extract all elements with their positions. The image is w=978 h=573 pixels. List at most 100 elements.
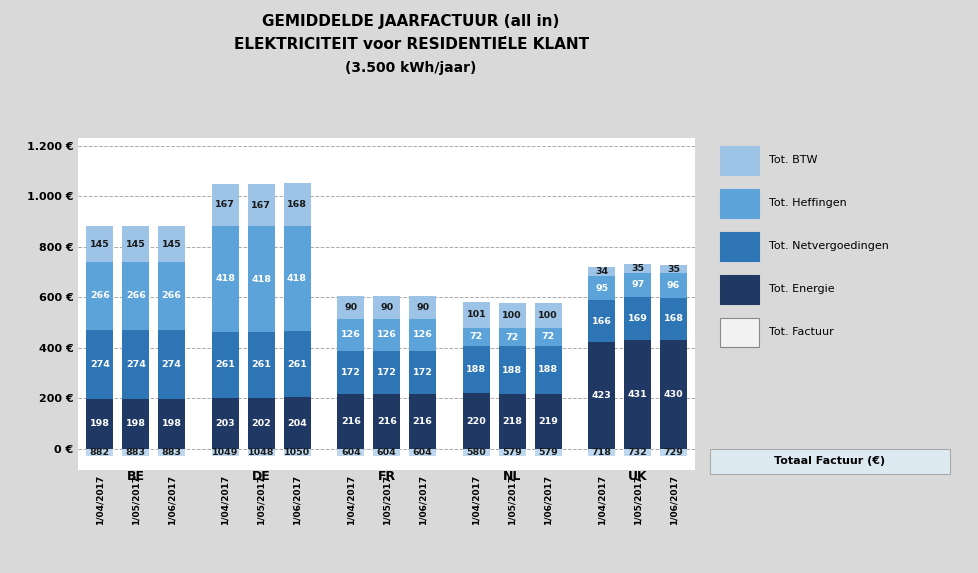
- Text: 604: 604: [413, 448, 432, 457]
- Text: 166: 166: [592, 316, 611, 325]
- Bar: [463, 346, 489, 393]
- Text: 266: 266: [125, 292, 146, 300]
- Text: DE: DE: [251, 470, 270, 482]
- Text: 35: 35: [631, 264, 644, 273]
- Bar: [86, 399, 113, 449]
- Text: 188: 188: [538, 365, 557, 374]
- Bar: [588, 276, 615, 300]
- Text: 216: 216: [377, 417, 396, 426]
- Text: 168: 168: [287, 200, 307, 209]
- Bar: [247, 184, 275, 226]
- Text: 72: 72: [469, 332, 482, 341]
- Bar: [659, 298, 687, 340]
- Bar: [534, 328, 561, 346]
- Text: 216: 216: [340, 417, 361, 426]
- Bar: [463, 449, 489, 456]
- Bar: [588, 449, 615, 456]
- Text: 261: 261: [287, 360, 307, 369]
- Text: 1049: 1049: [212, 448, 239, 457]
- Bar: [373, 319, 400, 351]
- Bar: [284, 449, 310, 456]
- Text: 100: 100: [538, 311, 557, 320]
- Text: 266: 266: [161, 292, 181, 300]
- Text: 198: 198: [125, 419, 146, 429]
- Text: 95: 95: [595, 284, 607, 293]
- Text: 167: 167: [251, 201, 271, 210]
- Bar: [122, 226, 149, 262]
- Text: 418: 418: [251, 274, 271, 284]
- Text: NL: NL: [503, 470, 521, 482]
- Text: 145: 145: [126, 240, 146, 249]
- Text: BE: BE: [126, 470, 145, 482]
- Bar: [211, 226, 239, 332]
- Bar: [373, 351, 400, 394]
- Text: 882: 882: [90, 448, 110, 457]
- Text: 579: 579: [538, 448, 557, 457]
- Bar: [211, 184, 239, 226]
- Text: Totaal Factuur (€): Totaal Factuur (€): [773, 456, 884, 466]
- Text: 90: 90: [379, 303, 393, 312]
- Text: 274: 274: [125, 360, 146, 368]
- Bar: [463, 393, 489, 449]
- Bar: [624, 449, 650, 456]
- Bar: [534, 394, 561, 449]
- Text: 579: 579: [502, 448, 521, 457]
- Text: Tot. Heffingen: Tot. Heffingen: [768, 198, 845, 209]
- Bar: [659, 449, 687, 456]
- Bar: [211, 398, 239, 449]
- Bar: [588, 268, 615, 276]
- Bar: [247, 449, 275, 456]
- Bar: [86, 262, 113, 329]
- Text: 198: 198: [90, 419, 110, 429]
- Text: 172: 172: [412, 368, 432, 377]
- Bar: [534, 303, 561, 328]
- Text: 219: 219: [538, 417, 557, 426]
- Text: 188: 188: [502, 366, 521, 375]
- Text: 261: 261: [215, 360, 235, 369]
- Text: 430: 430: [663, 390, 683, 399]
- Text: 97: 97: [631, 281, 644, 289]
- Bar: [337, 351, 364, 394]
- Bar: [498, 394, 525, 449]
- Bar: [247, 332, 275, 398]
- Bar: [247, 398, 275, 449]
- Text: 204: 204: [287, 419, 307, 427]
- Text: ELEKTRICITEIT voor RESIDENTIÉLE KLANT: ELEKTRICITEIT voor RESIDENTIÉLE KLANT: [234, 37, 588, 52]
- Text: 729: 729: [663, 448, 683, 457]
- Text: 198: 198: [161, 419, 181, 429]
- Text: 203: 203: [215, 419, 235, 427]
- Bar: [86, 449, 113, 456]
- Text: 34: 34: [595, 267, 607, 276]
- Bar: [463, 328, 489, 346]
- Text: 96: 96: [666, 281, 680, 290]
- Bar: [588, 300, 615, 342]
- Text: Tot. Energie: Tot. Energie: [768, 284, 833, 295]
- Text: 718: 718: [592, 448, 611, 457]
- Text: 168: 168: [663, 315, 683, 324]
- Text: 90: 90: [416, 303, 428, 312]
- Text: UK: UK: [627, 470, 646, 482]
- Text: 580: 580: [466, 448, 486, 457]
- Text: 883: 883: [125, 448, 146, 457]
- Bar: [86, 226, 113, 262]
- Text: Tot. Netvergoedingen: Tot. Netvergoedingen: [768, 241, 887, 252]
- Bar: [247, 226, 275, 332]
- Bar: [373, 296, 400, 319]
- Text: 35: 35: [666, 265, 680, 273]
- Bar: [122, 329, 149, 399]
- Text: 1048: 1048: [247, 448, 274, 457]
- Text: 418: 418: [287, 274, 307, 283]
- Text: 101: 101: [466, 311, 486, 319]
- Bar: [157, 449, 185, 456]
- Text: 220: 220: [466, 417, 486, 426]
- Text: GEMIDDELDE JAARFACTUUR (all in): GEMIDDELDE JAARFACTUUR (all in): [262, 14, 559, 29]
- Bar: [373, 449, 400, 456]
- Bar: [409, 394, 435, 449]
- Bar: [337, 319, 364, 351]
- Text: 266: 266: [90, 292, 110, 300]
- Bar: [122, 399, 149, 449]
- Text: 604: 604: [340, 448, 360, 457]
- Bar: [211, 332, 239, 398]
- Text: 126: 126: [412, 331, 432, 339]
- Bar: [498, 449, 525, 456]
